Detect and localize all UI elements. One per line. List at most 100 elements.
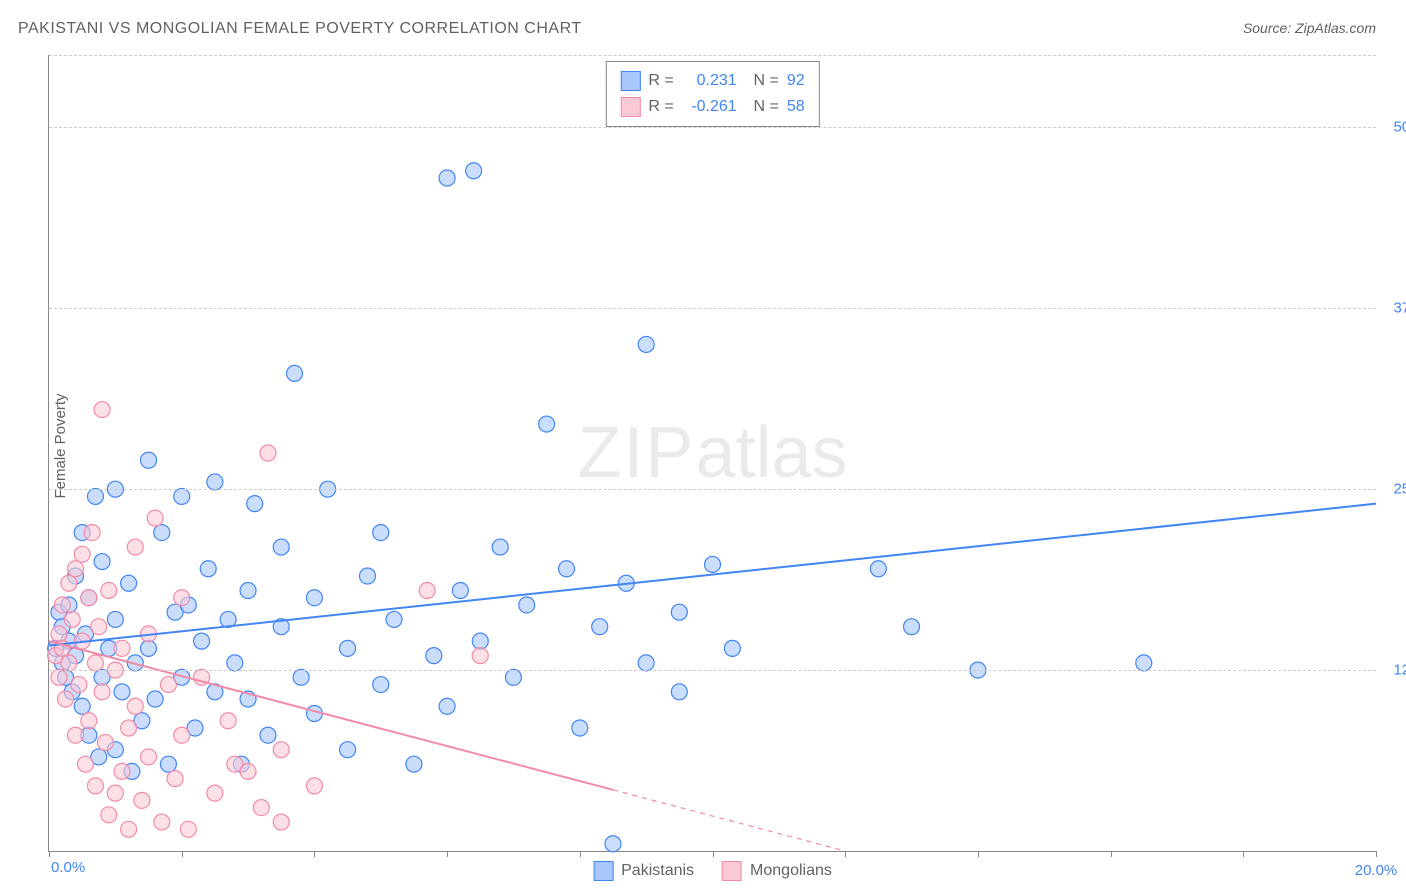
trend-line-pakistanis bbox=[49, 504, 1376, 646]
chart-plot-area: ZIPatlas R = 0.231 N = 92 R = -0.261 N =… bbox=[48, 55, 1376, 852]
scatter-point-mongolians bbox=[167, 771, 183, 787]
scatter-point-mongolians bbox=[107, 785, 123, 801]
scatter-point-mongolians bbox=[84, 525, 100, 541]
scatter-point-pakistanis bbox=[174, 488, 190, 504]
scatter-point-pakistanis bbox=[147, 691, 163, 707]
scatter-point-pakistanis bbox=[592, 619, 608, 635]
scatter-point-pakistanis bbox=[671, 604, 687, 620]
legend-item-pakistanis: Pakistanis bbox=[593, 861, 694, 881]
y-tick-label: 12.5% bbox=[1381, 662, 1406, 679]
scatter-point-pakistanis bbox=[141, 452, 157, 468]
scatter-point-mongolians bbox=[154, 814, 170, 830]
scatter-point-pakistanis bbox=[260, 727, 276, 743]
scatter-point-pakistanis bbox=[386, 611, 402, 627]
scatter-point-mongolians bbox=[127, 539, 143, 555]
scatter-point-pakistanis bbox=[94, 554, 110, 570]
scatter-point-mongolians bbox=[127, 698, 143, 714]
scatter-point-mongolians bbox=[71, 677, 87, 693]
scatter-point-pakistanis bbox=[1136, 655, 1152, 671]
gridline bbox=[49, 489, 1376, 490]
scatter-point-pakistanis bbox=[492, 539, 508, 555]
scatter-point-mongolians bbox=[74, 546, 90, 562]
scatter-point-pakistanis bbox=[207, 474, 223, 490]
scatter-point-mongolians bbox=[81, 713, 97, 729]
scatter-point-pakistanis bbox=[373, 525, 389, 541]
scatter-point-mongolians bbox=[97, 734, 113, 750]
scatter-point-mongolians bbox=[273, 814, 289, 830]
x-tick bbox=[580, 851, 581, 857]
scatter-point-pakistanis bbox=[406, 756, 422, 772]
scatter-point-mongolians bbox=[220, 713, 236, 729]
scatter-point-pakistanis bbox=[227, 655, 243, 671]
scatter-point-pakistanis bbox=[87, 488, 103, 504]
x-tick bbox=[1376, 851, 1377, 857]
scatter-point-mongolians bbox=[174, 590, 190, 606]
x-tick bbox=[447, 851, 448, 857]
x-tick bbox=[49, 851, 50, 857]
scatter-point-pakistanis bbox=[559, 561, 575, 577]
scatter-point-mongolians bbox=[273, 742, 289, 758]
scatter-point-pakistanis bbox=[293, 669, 309, 685]
scatter-point-pakistanis bbox=[114, 684, 130, 700]
scatter-point-pakistanis bbox=[439, 170, 455, 186]
x-tick-label: 0.0% bbox=[51, 859, 106, 876]
scatter-point-mongolians bbox=[64, 611, 80, 627]
trend-line-extrapolated-mongolians bbox=[613, 790, 845, 851]
chart-title: PAKISTANI VS MONGOLIAN FEMALE POVERTY CO… bbox=[18, 20, 582, 38]
scatter-point-pakistanis bbox=[107, 611, 123, 627]
scatter-point-pakistanis bbox=[273, 539, 289, 555]
scatter-point-pakistanis bbox=[638, 336, 654, 352]
scatter-point-pakistanis bbox=[638, 655, 654, 671]
scatter-point-mongolians bbox=[121, 720, 137, 736]
scatter-point-pakistanis bbox=[373, 677, 389, 693]
gridline bbox=[49, 670, 1376, 671]
scatter-point-pakistanis bbox=[194, 633, 210, 649]
scatter-point-pakistanis bbox=[141, 640, 157, 656]
scatter-point-mongolians bbox=[147, 510, 163, 526]
scatter-point-pakistanis bbox=[452, 582, 468, 598]
scatter-point-pakistanis bbox=[240, 582, 256, 598]
scatter-point-pakistanis bbox=[247, 496, 263, 512]
legend-swatch-mongolians bbox=[722, 861, 742, 881]
scatter-point-pakistanis bbox=[160, 756, 176, 772]
scatter-point-pakistanis bbox=[121, 575, 137, 591]
scatter-point-mongolians bbox=[114, 640, 130, 656]
scatter-point-pakistanis bbox=[505, 669, 521, 685]
legend-label-mongolians: Mongolians bbox=[750, 862, 832, 880]
legend-item-mongolians: Mongolians bbox=[722, 861, 832, 881]
x-tick bbox=[978, 851, 979, 857]
scatter-point-mongolians bbox=[101, 807, 117, 823]
gridline bbox=[49, 308, 1376, 309]
scatter-point-mongolians bbox=[81, 590, 97, 606]
scatter-point-mongolians bbox=[87, 655, 103, 671]
scatter-point-mongolians bbox=[87, 778, 103, 794]
scatter-point-pakistanis bbox=[286, 365, 302, 381]
scatter-point-mongolians bbox=[114, 763, 130, 779]
scatter-point-mongolians bbox=[253, 800, 269, 816]
scatter-point-mongolians bbox=[94, 402, 110, 418]
scatter-point-mongolians bbox=[419, 582, 435, 598]
scatter-point-pakistanis bbox=[74, 698, 90, 714]
source-attribution: Source: ZipAtlas.com bbox=[1243, 20, 1376, 36]
scatter-point-mongolians bbox=[260, 445, 276, 461]
y-tick-label: 37.5% bbox=[1381, 300, 1406, 317]
x-tick bbox=[182, 851, 183, 857]
scatter-point-mongolians bbox=[91, 619, 107, 635]
legend-bottom: Pakistanis Mongolians bbox=[583, 861, 842, 881]
scatter-point-mongolians bbox=[68, 561, 84, 577]
scatter-point-mongolians bbox=[306, 778, 322, 794]
scatter-point-mongolians bbox=[51, 626, 67, 642]
scatter-point-pakistanis bbox=[724, 640, 740, 656]
x-tick bbox=[845, 851, 846, 857]
x-tick bbox=[713, 851, 714, 857]
scatter-point-pakistanis bbox=[154, 525, 170, 541]
scatter-point-mongolians bbox=[121, 821, 137, 837]
scatter-point-pakistanis bbox=[340, 640, 356, 656]
scatter-point-pakistanis bbox=[426, 648, 442, 664]
x-tick bbox=[1243, 851, 1244, 857]
scatter-point-pakistanis bbox=[200, 561, 216, 577]
scatter-point-mongolians bbox=[68, 727, 84, 743]
scatter-point-mongolians bbox=[240, 763, 256, 779]
gridline bbox=[49, 55, 1376, 56]
scatter-point-pakistanis bbox=[472, 633, 488, 649]
